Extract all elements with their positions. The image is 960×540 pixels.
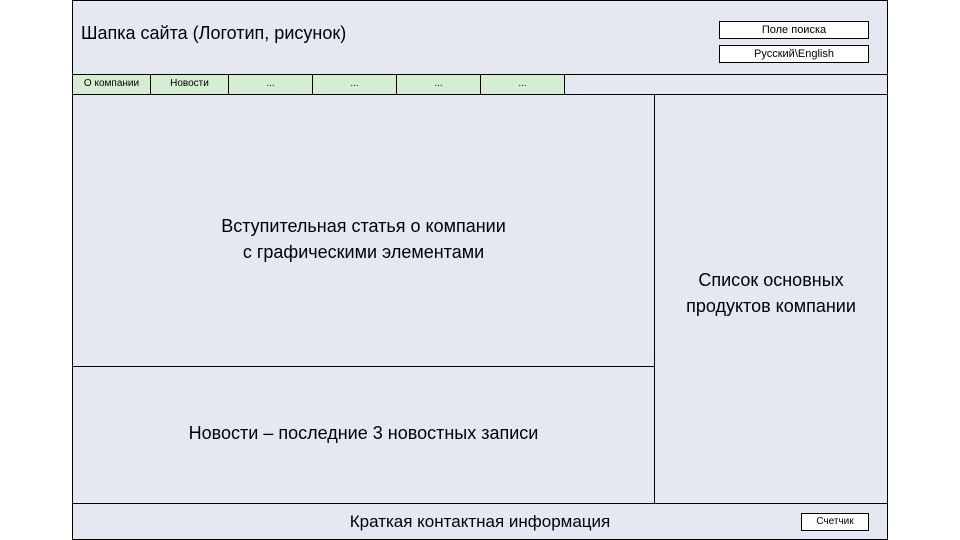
article-block: Вступительная статья о компании с графич… <box>73 95 655 367</box>
nav-item-3[interactable]: ... <box>313 75 397 94</box>
site-header: Шапка сайта (Логотип, рисунок) Поле поис… <box>73 1 887 75</box>
sidebar-line2: продуктов компании <box>686 296 856 316</box>
nav-item-2[interactable]: ... <box>229 75 313 94</box>
search-input[interactable]: Поле поиска <box>719 21 869 39</box>
nav-item-1[interactable]: Новости <box>151 75 229 94</box>
sidebar-line1: Список основных <box>698 270 843 290</box>
main-nav: О компанииНовости............ <box>73 75 887 95</box>
counter-box: Счетчик <box>801 513 869 531</box>
news-text: Новости – последние 3 новостных записи <box>189 423 539 443</box>
language-toggle[interactable]: Русский\English <box>719 45 869 63</box>
article-line2: с графическими элементами <box>243 242 484 262</box>
header-title: Шапка сайта (Логотип, рисунок) <box>81 23 346 44</box>
nav-item-5[interactable]: ... <box>481 75 565 94</box>
nav-spacer <box>565 75 887 94</box>
nav-item-4[interactable]: ... <box>397 75 481 94</box>
site-footer: Краткая контактная информация Счетчик <box>73 503 887 539</box>
products-sidebar: Список основных продуктов компании <box>655 95 887 503</box>
main-area: Вступительная статья о компании с графич… <box>73 95 887 503</box>
nav-item-0[interactable]: О компании <box>73 75 151 94</box>
news-block: Новости – последние 3 новостных записи <box>73 367 655 503</box>
article-line1: Вступительная статья о компании <box>221 216 506 236</box>
footer-contact: Краткая контактная информация <box>73 512 887 532</box>
page-frame: Шапка сайта (Логотип, рисунок) Поле поис… <box>72 0 888 540</box>
